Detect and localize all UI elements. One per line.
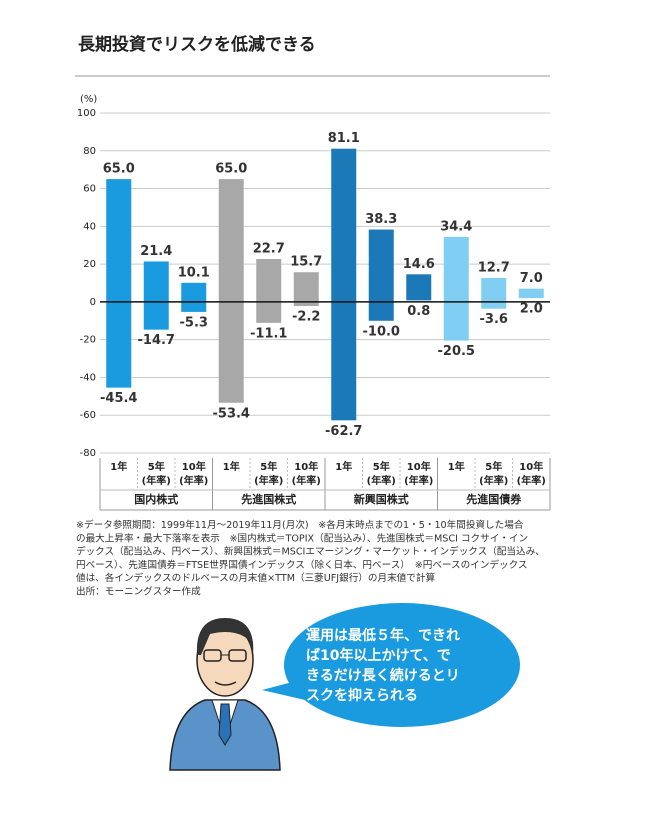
- period-label: 1年: [223, 460, 240, 473]
- max-label: 81.1: [328, 131, 360, 146]
- bubble-text: 運用は最低５年、できれ: [306, 627, 460, 644]
- min-label: -53.4: [213, 406, 250, 421]
- max-label: 38.3: [365, 212, 397, 227]
- period-label: (年率): [179, 474, 208, 487]
- speech-bubble: [262, 603, 520, 727]
- bar: [181, 282, 207, 312]
- bar: [106, 179, 132, 388]
- period-label: 1年: [110, 460, 127, 473]
- period-label: 1年: [335, 460, 352, 473]
- min-label: -3.6: [480, 312, 508, 327]
- max-label: 21.4: [140, 244, 172, 259]
- period-label: (年率): [292, 474, 321, 487]
- period-label: (年率): [404, 474, 433, 487]
- y-tick-label: -80: [80, 448, 96, 459]
- group-label: 先進国株式: [241, 492, 296, 506]
- period-label: 1年: [448, 460, 465, 473]
- min-label: -5.3: [180, 315, 208, 330]
- period-label: 5年: [148, 460, 165, 473]
- note-line: 値は、各インデックスのドルベースの月末値×TTM（三菱UFJ銀行）の月末値で計算: [76, 572, 435, 584]
- y-tick-label: 80: [83, 146, 96, 157]
- period-label: 10年: [182, 460, 206, 473]
- min-label: -62.7: [325, 424, 362, 439]
- period-label: (年率): [254, 474, 283, 487]
- y-tick-label: -40: [80, 372, 96, 383]
- period-label: (年率): [367, 474, 396, 487]
- bar: [256, 259, 282, 323]
- note-line: 円ベース）、先進国債券＝FTSE世界国債インデックス（除く日本、円ベース） ※円…: [76, 559, 528, 571]
- max-label: 10.1: [178, 265, 210, 280]
- bar: [443, 236, 469, 341]
- bar: [481, 277, 507, 309]
- max-label: 34.4: [440, 219, 472, 234]
- max-label: 65.0: [215, 162, 247, 177]
- period-label: 5年: [373, 460, 390, 473]
- max-label: 12.7: [478, 260, 510, 275]
- bar: [518, 288, 544, 299]
- note-line: ※データ参照期間：1999年11月～2019年11月(月次) ※各月末時点までの…: [76, 519, 524, 531]
- illustration: [169, 618, 281, 771]
- group-label: 先進国債券: [466, 492, 522, 506]
- min-label: -20.5: [438, 344, 475, 359]
- y-tick-label: 40: [83, 221, 96, 232]
- bar: [293, 272, 319, 307]
- group-label: 新興国株式: [354, 492, 409, 506]
- bubble-text: きるだけ長く続けるとリ: [306, 667, 460, 684]
- min-label: -2.2: [292, 310, 320, 325]
- max-label: 65.0: [103, 162, 135, 177]
- note-line: 出所：モーニングスター作成: [76, 586, 201, 598]
- bubble-text: スクを抑えられる: [306, 687, 418, 704]
- y-tick-label: 20: [83, 259, 96, 270]
- max-label: 22.7: [253, 242, 285, 257]
- min-label: -14.7: [138, 333, 175, 348]
- bar: [218, 179, 244, 403]
- period-label: 5年: [485, 460, 502, 473]
- y-tick-label: 0: [90, 297, 96, 308]
- chart-title: 長期投資でリスクを低減できる: [78, 34, 316, 55]
- period-label: (年率): [479, 474, 508, 487]
- min-label: -10.0: [363, 324, 400, 339]
- period-label: (年率): [517, 474, 546, 487]
- y-tick-label: -60: [80, 410, 96, 421]
- y-axis-label: (%): [80, 94, 97, 105]
- max-label: 15.7: [290, 255, 322, 270]
- y-tick-label: 100: [77, 108, 96, 119]
- max-label: 7.0: [520, 271, 543, 286]
- bubble-text: ば10年以上かけて、で: [306, 647, 451, 664]
- period-label: 5年: [260, 460, 277, 473]
- bar: [406, 274, 432, 301]
- period-label: 10年: [294, 460, 318, 473]
- min-label: 0.8: [407, 304, 430, 319]
- max-label: 14.6: [403, 257, 435, 272]
- min-label: 2.0: [520, 302, 543, 317]
- period-label: (年率): [142, 474, 171, 487]
- y-tick-label: -20: [80, 335, 96, 346]
- bar: [368, 229, 394, 321]
- note-line: の最大上昇率・最大下落率を表示 ※国内株式＝TOPIX（配当込み）、先進国株式＝…: [76, 532, 528, 544]
- period-label: 10年: [407, 460, 431, 473]
- note-line: デックス（配当込み、円ベース）、新興国株式＝MSCIエマージング・マーケット・イ…: [76, 546, 545, 558]
- min-label: -11.1: [250, 326, 287, 341]
- bar: [331, 148, 357, 421]
- group-label: 国内株式: [134, 492, 178, 506]
- bar: [143, 261, 169, 330]
- period-label: 10年: [519, 460, 543, 473]
- min-label: -45.4: [100, 391, 137, 406]
- y-tick-label: 60: [83, 184, 96, 195]
